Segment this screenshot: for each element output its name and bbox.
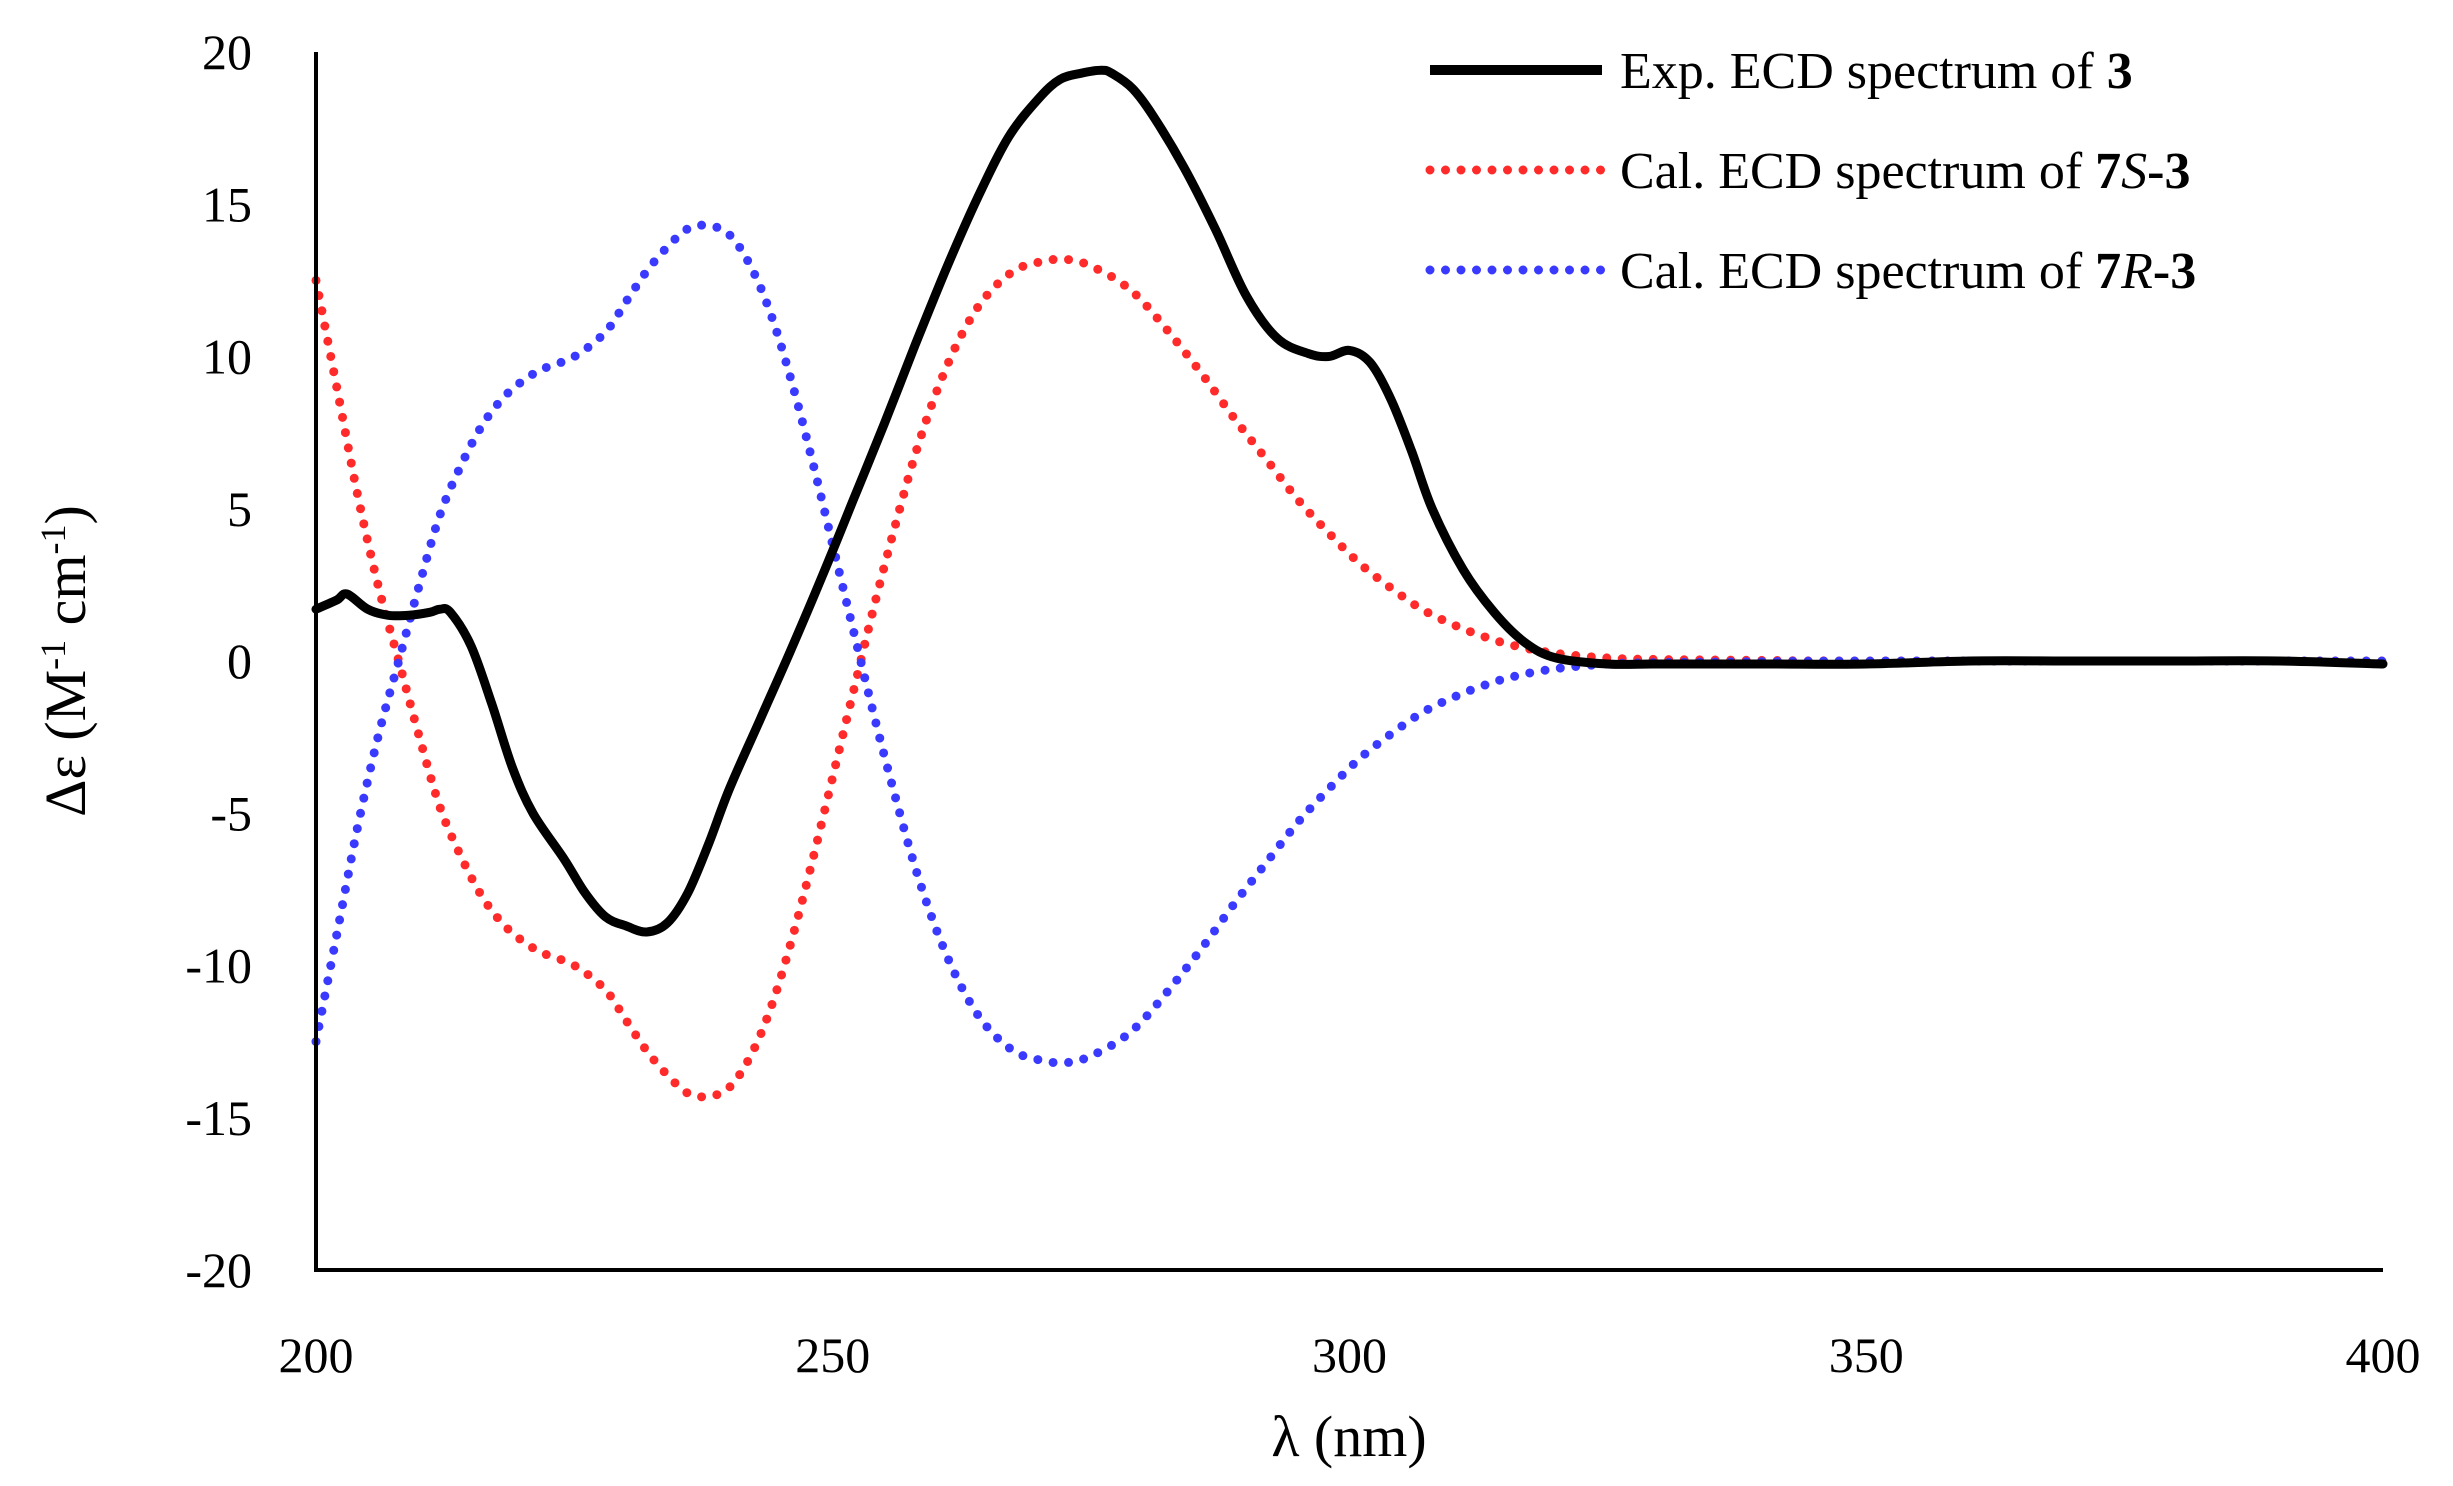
series-line-2 bbox=[311, 254, 2388, 1102]
x-tick-label: 400 bbox=[2346, 1327, 2421, 1383]
legend: Exp. ECD spectrum of 3 Cal. ECD spectrum … bbox=[1425, 43, 2196, 300]
y-tick-label: 10 bbox=[202, 329, 252, 385]
x-axis-title: λ (nm) bbox=[1271, 1404, 1426, 1469]
y-tick-label: 5 bbox=[227, 481, 252, 537]
y-axis-title: Δε (M-1 cm-1) bbox=[33, 505, 98, 817]
y-tick-label: -20 bbox=[185, 1242, 252, 1298]
y-tick-label: 0 bbox=[227, 633, 252, 689]
x-tick-label: 300 bbox=[1312, 1327, 1387, 1383]
x-tick-label: 250 bbox=[795, 1327, 870, 1383]
x-tick-label: 350 bbox=[1829, 1327, 1904, 1383]
y-tick-label: -15 bbox=[185, 1090, 252, 1146]
plot-lines bbox=[311, 65, 2388, 1102]
axes bbox=[314, 52, 2383, 1272]
y-tick-label: 20 bbox=[202, 24, 252, 80]
y-tick-label: 15 bbox=[202, 176, 252, 232]
x-tick-label: 200 bbox=[279, 1327, 354, 1383]
y-tick-label: -5 bbox=[210, 785, 252, 841]
legend-label: Exp. ECD spectrum of 3 bbox=[1620, 43, 2133, 100]
series-line-1 bbox=[311, 65, 2388, 937]
x-tick-labels: 200 250 300 350 400 bbox=[279, 1327, 2421, 1383]
legend-label: Cal. ECD spectrum of 7S-3 bbox=[1620, 143, 2190, 200]
series-line-3 bbox=[311, 220, 2388, 1068]
y-tick-labels: -20 -15 -10 -5 0 5 10 15 20 bbox=[185, 24, 252, 1298]
y-tick-label: -10 bbox=[185, 938, 252, 994]
legend-label: Cal. ECD spectrum of 7R-3 bbox=[1620, 243, 2196, 300]
